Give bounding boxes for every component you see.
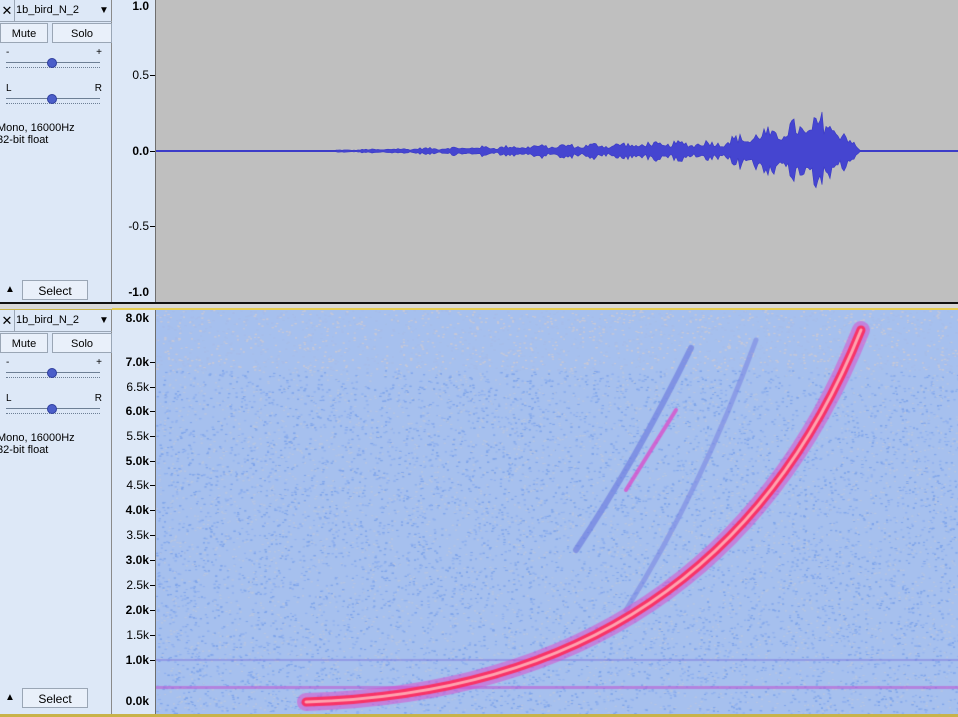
track-control-panel-waveform: ✕ 1b_bird_N_2 ▼ Mute Solo - + L R Mono, … [0, 0, 112, 302]
collapse-track-icon[interactable]: ▲ [5, 692, 15, 703]
gain-plus-label: + [96, 47, 102, 58]
ruler-tick: 1.0k [111, 653, 155, 667]
track-format-info: Mono, 16000Hz 32-bit float [0, 122, 75, 146]
track-control-panel-spectrogram: ✕ 1b_bird_N_2 ▼ Mute Solo - + L R Mono, … [0, 310, 112, 714]
sample-format-text: 32-bit float [0, 134, 49, 146]
ruler-tick: 2.5k [111, 578, 155, 592]
ruler-tick: -0.5 [111, 219, 155, 233]
select-track-button[interactable]: Select [22, 280, 88, 300]
ruler-tick: 0.0 [111, 144, 155, 158]
close-track-button[interactable]: ✕ [0, 310, 15, 331]
mute-button[interactable]: Mute [0, 23, 48, 43]
sample-rate-text: Mono, 16000Hz [0, 122, 75, 134]
ruler-tick: 7.0k [111, 355, 155, 369]
collapse-track-icon[interactable]: ▲ [5, 284, 15, 295]
track-menu-dropdown-icon[interactable]: ▼ [99, 5, 109, 16]
ruler-tick: 0.5 [111, 68, 155, 82]
spectrogram-canvas [156, 310, 958, 714]
ruler-tick: -1.0 [128, 285, 149, 299]
pan-right-label: R [94, 393, 102, 404]
track-format-info: Mono, 16000Hz 32-bit float [0, 432, 75, 456]
pan-slider[interactable]: L R [6, 83, 102, 106]
gain-slider[interactable]: - + [6, 47, 102, 70]
select-track-button[interactable]: Select [22, 688, 88, 708]
ruler-tick: 0.0k [125, 694, 149, 708]
track-menu-dropdown-icon[interactable]: ▼ [99, 315, 109, 326]
ruler-tick: 2.0k [111, 603, 155, 617]
ruler-tick: 8.0k [125, 311, 149, 325]
gain-minus-label: - [6, 47, 10, 58]
ruler-tick: 1.5k [111, 628, 155, 642]
focus-border [112, 308, 958, 310]
pan-slider[interactable]: L R [6, 393, 102, 416]
ruler-tick: 6.0k [111, 404, 155, 418]
gain-plus-label: + [96, 357, 102, 368]
ruler-tick: 1.0 [132, 0, 149, 13]
pan-right-label: R [94, 83, 102, 94]
pan-slider-thumb[interactable] [47, 94, 57, 104]
gain-slider-thumb[interactable] [47, 58, 57, 68]
sample-rate-text: Mono, 16000Hz [0, 432, 75, 444]
solo-button[interactable]: Solo [52, 23, 112, 43]
ruler-tick: 6.5k [111, 380, 155, 394]
bottom-border [0, 714, 958, 717]
track-name-button[interactable]: 1b_bird_N_2 [16, 314, 79, 326]
ruler-tick: 3.5k [111, 528, 155, 542]
gain-slider-thumb[interactable] [47, 368, 57, 378]
track-name-button[interactable]: 1b_bird_N_2 [16, 4, 79, 16]
gain-slider[interactable]: - + [6, 357, 102, 380]
pan-left-label: L [6, 393, 12, 404]
solo-button[interactable]: Solo [52, 333, 112, 353]
gain-minus-label: - [6, 357, 10, 368]
ruler-tick: 5.0k [111, 454, 155, 468]
track-title-row: ✕ 1b_bird_N_2 ▼ [0, 310, 112, 332]
pan-left-label: L [6, 83, 12, 94]
mute-button[interactable]: Mute [0, 333, 48, 353]
ruler-tick: 4.0k [111, 503, 155, 517]
pan-slider-thumb[interactable] [47, 404, 57, 414]
waveform-plot [156, 111, 958, 189]
ruler-tick: 4.5k [111, 478, 155, 492]
frequency-ruler: 8.0k 7.0k 6.5k 6.0k 5.5k 5.0k 4.5k 4.0k … [112, 310, 156, 714]
amplitude-ruler: 1.0 0.5 0.0 -0.5 -1.0 [112, 0, 156, 302]
ruler-tick: 3.0k [111, 553, 155, 567]
close-track-button[interactable]: ✕ [0, 0, 15, 21]
waveform-signal [335, 111, 861, 189]
spectrogram-display[interactable] [156, 310, 958, 714]
sample-format-text: 32-bit float [0, 444, 49, 456]
waveform-display[interactable] [156, 0, 958, 302]
ruler-tick: 5.5k [111, 429, 155, 443]
track-title-row: ✕ 1b_bird_N_2 ▼ [0, 0, 112, 22]
